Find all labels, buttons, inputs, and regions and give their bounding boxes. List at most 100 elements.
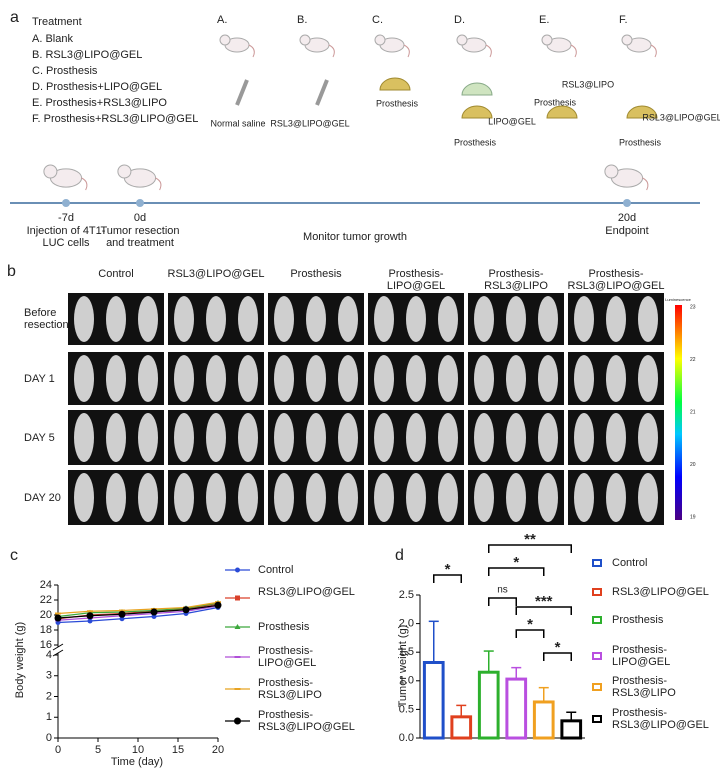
legend-label: Control xyxy=(258,564,294,576)
legend-label: Prosthesis xyxy=(258,621,310,633)
marker xyxy=(214,601,222,609)
mouse-image xyxy=(274,413,294,462)
mouse-image xyxy=(74,296,94,342)
timeline-dot xyxy=(623,199,631,207)
y-tick-label: 22 xyxy=(40,594,52,606)
legend-marker xyxy=(234,656,241,658)
series-line xyxy=(57,606,219,624)
bar xyxy=(450,715,473,740)
mouse-tail xyxy=(328,44,335,58)
x-tick-label: 0 xyxy=(55,744,61,756)
x-axis-title: Time (day) xyxy=(111,756,163,768)
y-tick-label: 3 xyxy=(46,670,52,682)
mouse-image xyxy=(174,473,194,522)
mouse-image xyxy=(138,413,158,462)
syringe xyxy=(235,79,249,106)
group-label: D. xyxy=(454,14,465,26)
marker xyxy=(86,612,94,620)
mouse-image xyxy=(106,296,126,342)
mouse-image xyxy=(74,473,94,522)
axis-break xyxy=(52,643,64,651)
colorbar-tick: 20 xyxy=(690,462,696,468)
mouse-image xyxy=(338,296,358,342)
group-label: E. xyxy=(539,14,549,26)
group-label: B. xyxy=(297,14,307,26)
legend-swatch xyxy=(592,616,602,624)
mouse-image xyxy=(574,355,594,402)
group-label: F. xyxy=(619,14,628,26)
column-header: Prosthesis xyxy=(290,268,342,280)
legend-swatch xyxy=(592,683,602,691)
mouse-image xyxy=(306,413,326,462)
legend-marker xyxy=(234,717,241,725)
mouse-image xyxy=(474,413,494,462)
column-header: Prosthesis-RSL3@LIPO@GEL xyxy=(567,268,665,292)
mouse-image xyxy=(506,413,526,462)
mouse-image xyxy=(638,355,658,402)
mouse-image xyxy=(538,413,558,462)
legend-label: Prosthesis-RSL3@LIPO xyxy=(258,677,322,701)
mouse-tail xyxy=(81,177,88,191)
marker xyxy=(87,610,93,613)
panel-label: d xyxy=(395,547,404,564)
panel-label: b xyxy=(7,263,16,280)
legend-swatch xyxy=(592,652,602,660)
mouse-tail xyxy=(155,177,162,191)
mouse-tail xyxy=(485,44,492,58)
group-note: Prosthesis xyxy=(619,137,662,147)
mouse-image xyxy=(238,296,258,342)
y-tick-label: 20 xyxy=(40,609,52,621)
legend-label: Prosthesis-LIPO@GEL xyxy=(258,645,317,669)
legend-marker xyxy=(234,624,241,629)
treatment: B. RSL3@LIPO@GEL xyxy=(32,49,142,61)
mouse-head xyxy=(117,164,132,179)
mouse-image xyxy=(606,473,626,522)
mouse-image xyxy=(206,473,226,522)
sig-bracket xyxy=(515,629,545,638)
column-header: Prosthesis-RSL3@LIPO xyxy=(484,268,548,292)
bar xyxy=(532,700,555,740)
treatment: F. Prosthesis+RSL3@LIPO@GEL xyxy=(32,113,198,125)
mouse-image xyxy=(138,473,158,522)
mouse-image xyxy=(406,473,426,522)
colorbar-tick: 23 xyxy=(690,304,696,310)
mouse-tail xyxy=(570,44,577,58)
mouse-tail xyxy=(403,44,410,58)
panel-label: a xyxy=(10,9,19,26)
timeline-day: 0d xyxy=(134,212,146,224)
legend-label: Prosthesis-RSL3@LIPO xyxy=(612,675,676,699)
mouse-image xyxy=(606,355,626,402)
y-tick-label: 24 xyxy=(40,579,52,591)
series-line xyxy=(57,605,219,621)
prosthesis xyxy=(546,105,578,119)
timeline-dot xyxy=(62,199,70,207)
mouse-image xyxy=(74,413,94,462)
sig-label: * xyxy=(513,554,519,571)
series-line xyxy=(57,604,219,619)
mouse-image xyxy=(574,296,594,342)
mouse-image xyxy=(306,296,326,342)
y-tick-label: 0 xyxy=(46,732,52,744)
group-label: C. xyxy=(372,14,383,26)
mouse-image xyxy=(174,413,194,462)
prosthesis xyxy=(379,77,411,91)
bar xyxy=(477,670,500,740)
mouse-image xyxy=(206,355,226,402)
mouse-image xyxy=(406,355,426,402)
sig-label: * xyxy=(445,561,451,578)
colorbar-tick: 22 xyxy=(690,357,696,363)
syringe xyxy=(315,79,329,106)
sig-bracket xyxy=(543,652,572,661)
treatment: A. Blank xyxy=(32,33,73,45)
legend-marker xyxy=(235,595,240,601)
mouse-image xyxy=(306,473,326,522)
mouse-image xyxy=(506,473,526,522)
group-note: Prosthesis xyxy=(454,137,497,147)
mouse-image xyxy=(106,413,126,462)
group-note: Normal saline xyxy=(210,118,265,128)
marker xyxy=(55,612,61,615)
colorbar xyxy=(675,305,682,520)
sig-label: * xyxy=(555,639,561,656)
mouse-image xyxy=(138,355,158,402)
group-note: Prosthesis xyxy=(534,97,577,107)
